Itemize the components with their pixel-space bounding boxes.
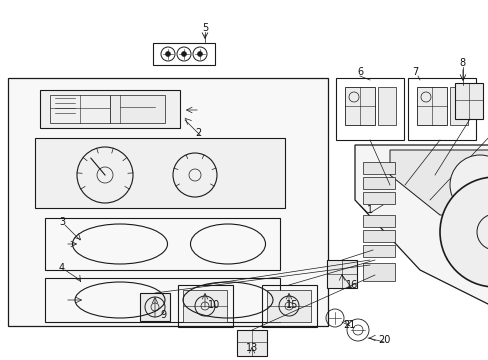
Text: 15: 15	[285, 300, 298, 310]
Bar	[416, 87, 446, 125]
Bar	[262, 285, 316, 327]
Bar	[153, 43, 215, 65]
Bar	[140, 293, 170, 321]
Bar	[407, 78, 475, 140]
Text: 7: 7	[411, 67, 417, 77]
Bar	[362, 177, 394, 189]
Bar	[45, 218, 280, 270]
Text: 3: 3	[59, 217, 65, 227]
Bar	[362, 245, 394, 257]
Text: 1: 1	[366, 205, 372, 215]
Circle shape	[181, 51, 186, 57]
Bar	[326, 260, 356, 288]
Bar	[178, 285, 232, 327]
Bar	[35, 138, 285, 208]
Bar	[8, 78, 327, 326]
Circle shape	[197, 51, 202, 57]
Bar	[377, 87, 395, 125]
Text: 9: 9	[160, 310, 166, 320]
Polygon shape	[354, 145, 488, 310]
Circle shape	[449, 155, 488, 215]
Text: 8: 8	[458, 58, 464, 68]
Text: 5: 5	[202, 23, 208, 33]
Polygon shape	[389, 150, 488, 215]
Text: 2: 2	[195, 128, 201, 138]
Bar	[40, 90, 180, 128]
Text: 10: 10	[207, 300, 220, 310]
Bar	[362, 215, 394, 227]
Bar	[237, 330, 266, 356]
Bar	[110, 95, 164, 123]
Circle shape	[165, 51, 170, 57]
Text: 16: 16	[345, 280, 357, 290]
Bar	[183, 290, 226, 322]
Bar	[335, 78, 403, 140]
Text: 6: 6	[356, 67, 362, 77]
Bar	[266, 290, 310, 322]
Bar	[345, 87, 374, 125]
Bar	[362, 263, 394, 281]
Bar	[362, 162, 394, 174]
Bar	[454, 83, 482, 119]
Bar	[362, 192, 394, 204]
Bar	[362, 230, 394, 242]
Text: 20: 20	[377, 335, 389, 345]
Text: 4: 4	[59, 263, 65, 273]
Text: 13: 13	[245, 343, 258, 353]
Bar	[45, 278, 280, 322]
Circle shape	[439, 177, 488, 287]
Text: 21: 21	[342, 320, 354, 330]
Bar	[449, 87, 467, 125]
Bar	[50, 95, 110, 123]
